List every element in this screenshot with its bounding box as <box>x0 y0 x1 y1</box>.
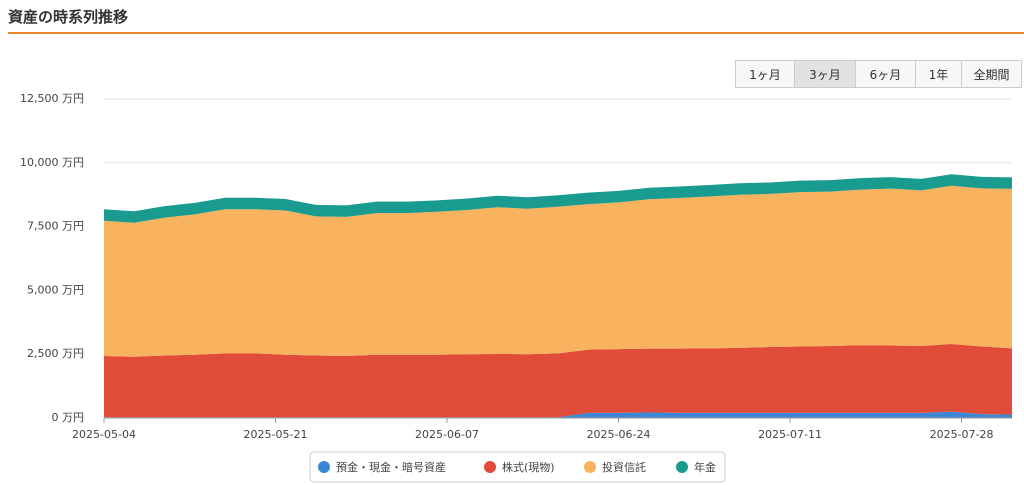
y-tick-label: 10,000 万円 <box>20 156 84 169</box>
legend-label: 預金・現金・暗号資産 <box>336 460 446 474</box>
legend-label: 株式(現物) <box>502 460 555 474</box>
x-tick-label: 2025-05-04 <box>72 428 136 441</box>
area <box>104 185 1012 357</box>
legend-marker <box>584 461 596 473</box>
page-title: 資産の時系列推移 <box>8 8 129 26</box>
title-underline <box>8 32 1024 34</box>
y-tick-label: 5,000 万円 <box>27 283 84 296</box>
x-tick-label: 2025-07-11 <box>758 428 822 441</box>
x-tick-label: 2025-06-07 <box>415 428 479 441</box>
y-tick-label: 2,500 万円 <box>27 347 84 360</box>
legend-marker <box>676 461 688 473</box>
legend-label: 投資信託 <box>602 460 646 474</box>
range-button[interactable]: 3ヶ月 <box>794 60 856 88</box>
legend-label: 年金 <box>694 460 716 474</box>
y-tick-label: 0 万円 <box>52 411 85 424</box>
legend-marker <box>484 461 496 473</box>
y-tick-label: 7,500 万円 <box>27 220 84 233</box>
y-tick-label: 12,500 万円 <box>20 92 84 105</box>
x-tick-label: 2025-05-21 <box>244 428 308 441</box>
legend-marker <box>318 461 330 473</box>
area <box>104 174 1012 223</box>
area <box>104 343 1012 418</box>
x-tick-label: 2025-06-24 <box>587 428 651 441</box>
range-button[interactable]: 1年 <box>915 60 962 88</box>
range-button[interactable]: 全期間 <box>961 60 1022 88</box>
legend-box <box>309 451 726 483</box>
x-tick-label: 2025-07-28 <box>930 428 994 441</box>
area <box>104 411 1012 418</box>
